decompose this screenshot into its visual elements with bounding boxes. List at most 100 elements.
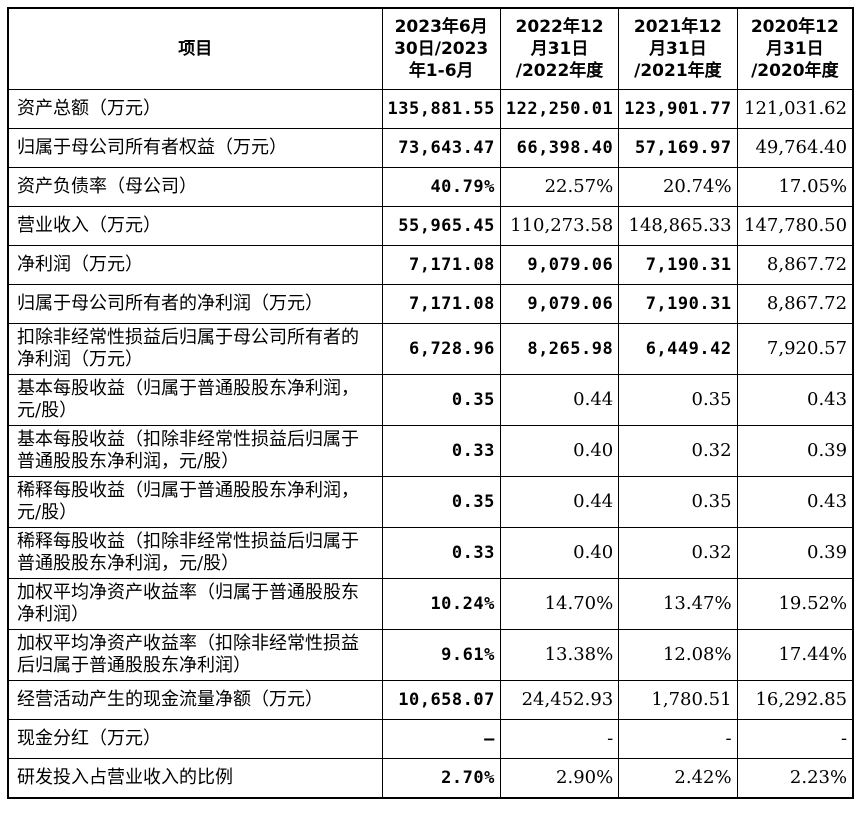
cell-value: 147,780.50 xyxy=(736,206,854,246)
cell-value: 17.05% xyxy=(736,167,854,207)
row-label: 归属于母公司所有者的净利润（万元） xyxy=(7,284,383,324)
header-line: /2022年度 xyxy=(515,61,604,81)
cell-value: 13.47% xyxy=(618,578,738,630)
row-label: 资产总额（万元） xyxy=(7,89,383,129)
header-row: 项目 2023年6月 30日/2023 年1-6月 2022年12 月31日/2022年度… xyxy=(7,7,854,90)
table-row: 现金分红（万元） – - - - xyxy=(7,719,854,759)
header-line: 2020年12 xyxy=(750,17,839,37)
row-label: 稀释每股收益（扣除非经常性损益后归属于普通股股东净利润，元/股） xyxy=(7,527,383,579)
cell-value: 55,965.45 xyxy=(381,206,501,246)
table-row: 加权平均净资产收益率（扣除非经常性损益后归属于普通股股东净利润） 9.61% 13.… xyxy=(7,629,854,681)
cell-value: 8,867.72 xyxy=(736,284,854,324)
cell-value: 0.32 xyxy=(618,527,738,579)
cell-value: 7,190.31 xyxy=(618,245,738,285)
cell-value: 9,079.06 xyxy=(499,245,620,285)
cell-value: 0.39 xyxy=(736,425,854,477)
cell-value: 0.35 xyxy=(618,374,738,426)
cell-value: 7,190.31 xyxy=(618,284,738,324)
table-row: 稀释每股收益（扣除非经常性损益后归属于普通股股东净利润，元/股） 0.33 0.40… xyxy=(7,527,854,579)
row-label: 营业收入（万元） xyxy=(7,206,383,246)
cell-value: 73,643.47 xyxy=(381,128,501,168)
row-label: 归属于母公司所有者权益（万元） xyxy=(7,128,383,168)
cell-value: 110,273.58 xyxy=(499,206,620,246)
header-line: 月31日 xyxy=(765,39,824,59)
cell-value: 2.42% xyxy=(618,758,738,799)
cell-value: 0.43 xyxy=(736,374,854,426)
cell-value: 0.32 xyxy=(618,425,738,477)
cell-value: 123,901.77 xyxy=(618,89,738,129)
header-line: 月31日 xyxy=(649,39,707,59)
row-label: 基本每股收益（归属于普通股股东净利润，元/股） xyxy=(7,374,383,426)
table-row: 基本每股收益（扣除非经常性损益后归属于普通股股东净利润，元/股） 0.33 0.40… xyxy=(7,425,854,477)
cell-value: 2.70% xyxy=(381,758,501,799)
cell-value: 7,171.08 xyxy=(381,284,501,324)
table-row: 净利润（万元） 7,171.08 9,079.06 7,190.31 8,867.72 xyxy=(7,245,854,285)
cell-value: 0.35 xyxy=(381,476,501,528)
cell-value: - xyxy=(499,719,620,759)
cell-value: 148,865.33 xyxy=(618,206,738,246)
cell-value: 20.74% xyxy=(618,167,738,207)
cell-value: – xyxy=(381,719,501,759)
row-label: 加权平均净资产收益率（归属于普通股股东净利润） xyxy=(7,578,383,630)
cell-value: 0.35 xyxy=(381,374,501,426)
cell-value: 40.79% xyxy=(381,167,501,207)
cell-value: 1,780.51 xyxy=(618,680,738,720)
cell-value: 6,728.96 xyxy=(381,323,501,375)
cell-value: 2.23% xyxy=(736,758,854,799)
row-label: 基本每股收益（扣除非经常性损益后归属于普通股股东净利润，元/股） xyxy=(7,425,383,477)
financial-table: 项目 2023年6月 30日/2023 年1-6月 2022年12 月31日/2022年度… xyxy=(7,7,855,799)
cell-value: 7,920.57 xyxy=(736,323,854,375)
cell-value: 9.61% xyxy=(381,629,501,681)
table-row: 归属于母公司所有者权益（万元） 73,643.47 66,398.40 57,169.… xyxy=(7,128,854,168)
cell-value: 0.40 xyxy=(499,425,620,477)
cell-value: 49,764.40 xyxy=(736,128,854,168)
row-label: 净利润（万元） xyxy=(7,245,383,285)
row-label: 研发投入占营业收入的比例 xyxy=(7,758,383,799)
cell-value: 8,867.72 xyxy=(736,245,854,285)
row-label: 经营活动产生的现金流量净额（万元） xyxy=(7,680,383,720)
header-cell: 2021年12 月31日/2021年度 xyxy=(618,7,738,90)
cell-value: 17.44% xyxy=(736,629,854,681)
cell-value: 0.33 xyxy=(381,425,501,477)
header-cell: 2020年12 月31日/2020年度 xyxy=(736,7,854,90)
header-cell: 2022年12 月31日/2022年度 xyxy=(499,7,620,90)
cell-value: 12.08% xyxy=(618,629,738,681)
header-line: /2020年度 xyxy=(751,61,839,81)
cell-value: 8,265.98 xyxy=(499,323,620,375)
table-row: 稀释每股收益（归属于普通股股东净利润，元/股） 0.35 0.44 0.35 0.43 xyxy=(7,476,854,528)
table-container: 项目 2023年6月 30日/2023 年1-6月 2022年12 月31日/2022年度… xyxy=(7,7,855,799)
cell-value: - xyxy=(618,719,738,759)
cell-value: 122,250.01 xyxy=(499,89,620,129)
header-cell: 2023年6月 30日/2023 年1-6月 xyxy=(381,7,501,90)
cell-value: 57,169.97 xyxy=(618,128,738,168)
table-row: 资产负债率（母公司） 40.79% 22.57% 20.74% 17.05% xyxy=(7,167,854,207)
table-row: 扣除非经常性损益后归属于母公司所有者的净利润（万元） 6,728.96 8,265.… xyxy=(7,323,854,375)
row-label: 资产负债率（母公司） xyxy=(7,167,383,207)
cell-value: 0.35 xyxy=(618,476,738,528)
cell-value: 121,031.62 xyxy=(736,89,854,129)
cell-value: - xyxy=(736,719,854,759)
cell-value: 0.43 xyxy=(736,476,854,528)
cell-value: 19.52% xyxy=(736,578,854,630)
cell-value: 14.70% xyxy=(499,578,620,630)
header-line: /2021年度 xyxy=(634,61,722,81)
cell-value: 6,449.42 xyxy=(618,323,738,375)
header-line: 月31日 xyxy=(530,39,589,59)
table-row: 加权平均净资产收益率（归属于普通股股东净利润） 10.24% 14.70% 13.47… xyxy=(7,578,854,630)
cell-value: 22.57% xyxy=(499,167,620,207)
row-label: 稀释每股收益（归属于普通股股东净利润，元/股） xyxy=(7,476,383,528)
row-label: 现金分红（万元） xyxy=(7,719,383,759)
cell-value: 0.40 xyxy=(499,527,620,579)
table-row: 资产总额（万元） 135,881.55 122,250.01 123,901.77 12… xyxy=(7,89,854,129)
cell-value: 0.39 xyxy=(736,527,854,579)
header-line: 30日/2023 xyxy=(394,39,489,59)
cell-value: 0.44 xyxy=(499,374,620,426)
header-line: 2021年12 xyxy=(633,17,722,37)
cell-value: 16,292.85 xyxy=(736,680,854,720)
cell-value: 10.24% xyxy=(381,578,501,630)
cell-value: 10,658.07 xyxy=(381,680,501,720)
row-label: 扣除非经常性损益后归属于母公司所有者的净利润（万元） xyxy=(7,323,383,375)
cell-value: 9,079.06 xyxy=(499,284,620,324)
cell-value: 2.90% xyxy=(499,758,620,799)
